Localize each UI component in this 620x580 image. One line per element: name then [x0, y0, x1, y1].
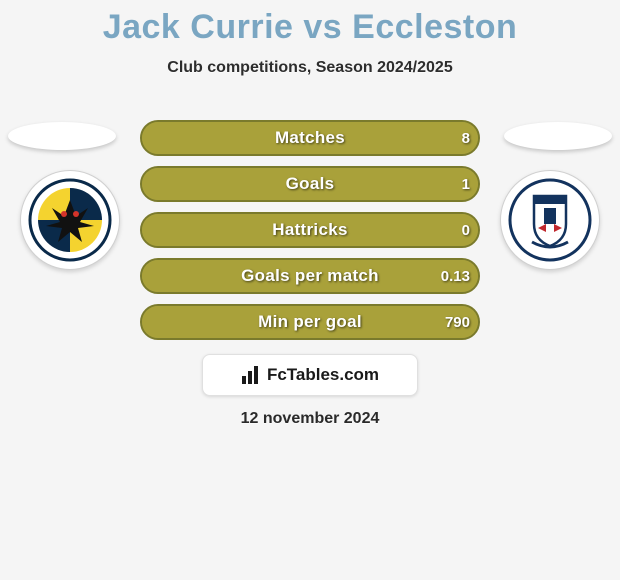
- title-vs: vs: [303, 8, 342, 46]
- title-player2: Eccleston: [352, 8, 517, 46]
- brand-badge: FcTables.com: [202, 354, 418, 396]
- bar-value-right: 790: [445, 304, 470, 340]
- comparison-card: Jack Currie vs Eccleston Club competitio…: [0, 0, 620, 580]
- barrow-crest-icon: [508, 178, 592, 262]
- stat-bars: Matches8Goals1Hattricks0Goals per match0…: [140, 120, 480, 350]
- ellipse-right: [504, 122, 612, 150]
- club-crest-left: [20, 170, 120, 270]
- bar-value-right: 8: [462, 120, 470, 156]
- bar-value-right: 0.13: [441, 258, 470, 294]
- brand-prefix: Fc: [267, 365, 287, 384]
- page-title: Jack Currie vs Eccleston: [0, 0, 620, 47]
- stat-row: Hattricks0: [140, 212, 480, 248]
- stat-row: Goals per match0.13: [140, 258, 480, 294]
- footer-date: 12 november 2024: [0, 410, 620, 428]
- bar-label: Matches: [140, 120, 480, 156]
- bar-value-right: 1: [462, 166, 470, 202]
- ellipse-left: [8, 122, 116, 150]
- bar-label: Hattricks: [140, 212, 480, 248]
- bar-label: Goals per match: [140, 258, 480, 294]
- title-player1: Jack Currie: [103, 8, 294, 46]
- brand-text: FcTables.com: [267, 365, 379, 385]
- stat-row: Goals1: [140, 166, 480, 202]
- stat-row: Min per goal790: [140, 304, 480, 340]
- club-crest-right: [500, 170, 600, 270]
- subtitle: Club competitions, Season 2024/2025: [0, 59, 620, 77]
- bar-value-right: 0: [462, 212, 470, 248]
- stat-row: Matches8: [140, 120, 480, 156]
- afc-wimbledon-crest-icon: [28, 178, 112, 262]
- bar-label: Goals: [140, 166, 480, 202]
- brand-suffix: Tables.com: [287, 365, 379, 384]
- bar-label: Min per goal: [140, 304, 480, 340]
- bars-icon: [241, 365, 261, 385]
